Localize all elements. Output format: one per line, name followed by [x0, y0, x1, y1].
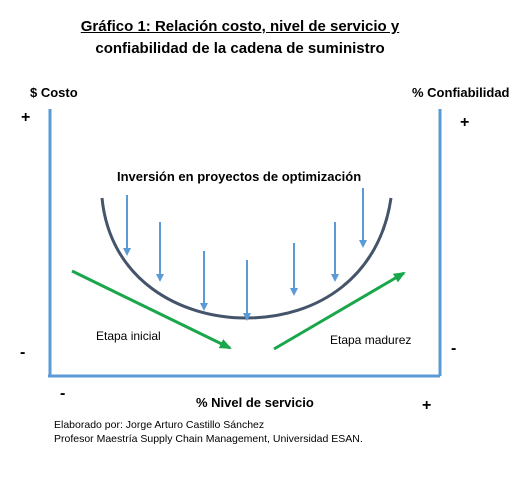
chart-title-line1: Gráfico 1: Relación costo, nivel de serv… [80, 18, 400, 35]
y-left-axis-label: $ Costo [30, 85, 78, 100]
right-bottom-sign: - [451, 340, 457, 357]
left-top-sign: + [21, 109, 31, 126]
chart-title-line2: confiabilidad de la cadena de suministro [95, 40, 385, 57]
stage-mature-arrow [273, 271, 406, 351]
x-axis-label: % Nivel de servicio [196, 395, 314, 410]
right-top-sign: + [460, 114, 470, 131]
credit-affiliation: Profesor Maestría Supply Chain Managemen… [54, 433, 363, 445]
stage-initial-arrow [71, 269, 232, 350]
curve-label: Inversión en proyectos de optimización [117, 169, 362, 184]
x-left-sign: - [60, 385, 66, 402]
credit-author: Elaborado por: Jorge Arturo Castillo Sán… [54, 419, 265, 431]
stage-mature-label: Etapa madurez [330, 333, 412, 347]
left-bottom-sign: - [20, 344, 26, 361]
stage-initial-label: Etapa inicial [96, 329, 161, 343]
investment-arrows [123, 188, 367, 321]
y-right-axis-label: % Confiabilidad [412, 85, 510, 100]
x-right-sign: + [422, 397, 432, 414]
